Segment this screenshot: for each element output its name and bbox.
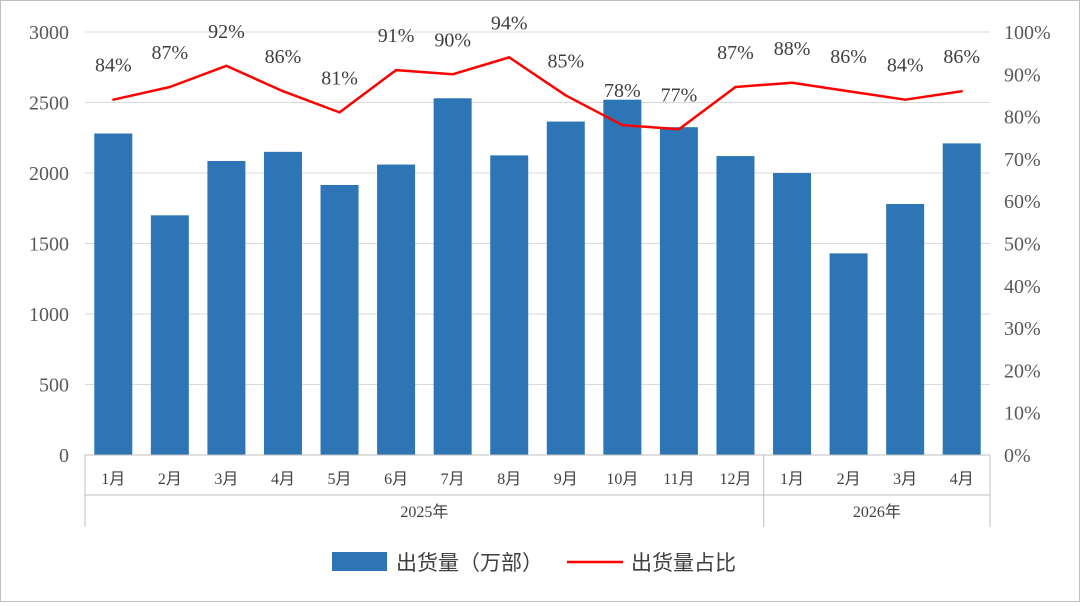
line-point <box>168 85 172 89</box>
line-data-label: 81% <box>321 67 358 89</box>
line-data-label: 78% <box>604 80 641 102</box>
line-data-label: 86% <box>830 46 867 68</box>
right-tick-label: 0% <box>1004 445 1031 467</box>
bar <box>659 127 698 456</box>
bar <box>886 204 925 455</box>
month-label: 3月 <box>214 471 238 488</box>
bar <box>433 98 472 456</box>
year-label: 2025年 <box>400 503 448 521</box>
bar <box>377 164 416 456</box>
left-tick-label: 0 <box>59 445 69 467</box>
month-label: 10月 <box>606 471 638 488</box>
month-label: 11月 <box>663 471 694 488</box>
bar <box>942 143 981 455</box>
month-label: 7月 <box>441 471 465 488</box>
right-tick-label: 20% <box>1004 360 1041 382</box>
line-point <box>394 68 398 72</box>
left-tick-label: 2000 <box>29 163 69 185</box>
line-point <box>903 98 907 101</box>
line-point <box>451 73 454 76</box>
left-axis: 0 500 1000 1500 2000 2500 3000 <box>29 22 69 467</box>
line-point <box>734 85 737 89</box>
right-tick-label: 100% <box>1004 22 1051 44</box>
line-data-label: 87% <box>717 42 754 64</box>
left-tick-label: 3000 <box>29 22 69 44</box>
line-data-label: 85% <box>547 50 584 72</box>
bar <box>716 156 755 455</box>
month-label: 5月 <box>328 471 352 488</box>
bar <box>263 151 302 455</box>
line-data-label: 84% <box>95 55 132 77</box>
category-axis: 1月 2月 3月 4月 5月 6月 7月 8月 9月 10月 11月 12月 1月 2月 3月 4月 2025年… <box>84 454 991 527</box>
month-label: 1月 <box>780 471 804 488</box>
legend-line-label: 出货量占比 <box>631 551 736 575</box>
bar <box>490 155 529 455</box>
bar <box>829 253 868 455</box>
legend-bar-swatch <box>332 552 387 571</box>
line-data-label: 88% <box>774 38 811 60</box>
line-data-label: 92% <box>208 21 245 43</box>
bar <box>320 184 359 456</box>
left-tick-label: 1500 <box>29 234 69 256</box>
month-label: 8月 <box>497 471 521 488</box>
data-labels: 84% 87% 92% 86% 81% 91% 90% 94% 85% 78% 77% 87% 88% 8… <box>95 12 980 106</box>
line-data-label: 90% <box>434 29 471 51</box>
line-point <box>790 81 794 84</box>
line-series <box>112 56 963 131</box>
month-label: 12月 <box>719 471 751 488</box>
month-label: 1月 <box>101 471 125 488</box>
line-point <box>281 90 285 93</box>
bar <box>150 215 189 455</box>
left-tick-label: 500 <box>39 375 69 397</box>
left-tick-label: 1000 <box>29 304 69 326</box>
series-line <box>113 56 962 131</box>
right-tick-label: 50% <box>1004 234 1041 256</box>
month-label: 9月 <box>554 471 578 488</box>
right-tick-label: 40% <box>1004 276 1041 298</box>
right-tick-label: 70% <box>1004 149 1041 171</box>
year-label: 2026年 <box>853 503 901 521</box>
line-data-label: 86% <box>265 46 302 68</box>
right-tick-label: 60% <box>1004 191 1041 213</box>
bar <box>207 161 246 455</box>
left-tick-label: 2500 <box>29 93 69 115</box>
line-data-label: 91% <box>378 25 415 47</box>
line-point <box>960 90 963 93</box>
month-label: 3月 <box>893 471 917 488</box>
line-point <box>621 123 624 127</box>
line-point <box>338 111 341 114</box>
line-point <box>847 90 850 93</box>
right-tick-label: 90% <box>1004 64 1041 86</box>
month-label: 4月 <box>950 471 974 488</box>
bar <box>773 173 812 455</box>
right-tick-label: 30% <box>1004 318 1041 340</box>
line-data-label: 87% <box>152 42 189 64</box>
line-data-label: 86% <box>943 46 980 68</box>
line-data-label: 94% <box>491 12 528 34</box>
month-label: 2月 <box>158 471 182 488</box>
month-label: 2月 <box>837 471 861 488</box>
month-label: 4月 <box>271 471 295 488</box>
line-data-label: 77% <box>661 84 698 106</box>
legend: 出货量（万部） 出货量占比 <box>332 551 736 575</box>
line-point <box>677 128 681 131</box>
bar <box>94 133 133 455</box>
right-tick-label: 10% <box>1004 403 1041 425</box>
bar-series <box>94 98 981 456</box>
bar <box>546 121 585 455</box>
bar <box>603 99 642 456</box>
month-label: 6月 <box>384 471 408 488</box>
line-point <box>564 94 567 97</box>
right-tick-label: 80% <box>1004 107 1041 129</box>
line-point <box>508 56 511 59</box>
legend-bar-label: 出货量（万部） <box>396 551 543 575</box>
line-point <box>112 98 115 101</box>
line-data-label: 84% <box>887 55 924 77</box>
right-axis: 0% 10% 20% 30% 40% 50% 60% 70% 80% 90% 100% <box>1004 22 1051 467</box>
line-point <box>225 64 228 68</box>
